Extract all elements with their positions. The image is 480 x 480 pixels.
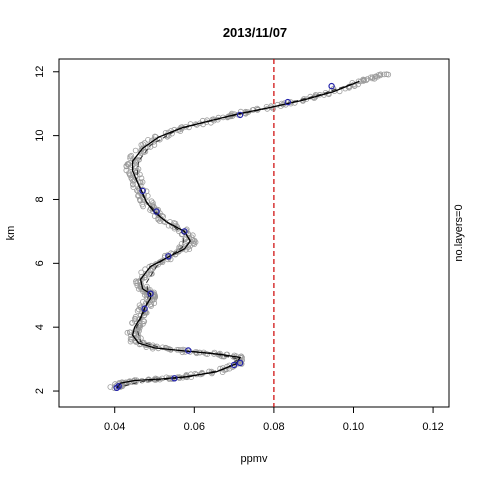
- plot-frame: [58, 58, 450, 408]
- raw-point: [136, 156, 143, 163]
- x-axis-label: ppmv: [241, 453, 268, 465]
- raw-point: [124, 329, 131, 336]
- layer-marker: [185, 347, 192, 354]
- raw-samples: [107, 71, 392, 391]
- y-tick-label: 4: [34, 324, 46, 330]
- layers-count-label: no.layers=0: [453, 204, 465, 261]
- raw-point: [278, 100, 285, 107]
- layer-marker: [284, 98, 291, 106]
- x-tick-label: 0.08: [263, 421, 284, 433]
- raw-point: [140, 141, 146, 148]
- y-tick-label: 8: [34, 196, 46, 202]
- raw-point: [178, 241, 185, 247]
- raw-point: [132, 313, 139, 320]
- raw-point: [130, 184, 137, 191]
- layer-marker: [139, 187, 146, 195]
- raw-point: [127, 153, 133, 160]
- raw-point: [133, 278, 139, 285]
- layer-marker: [236, 111, 244, 119]
- raw-point: [204, 117, 210, 123]
- raw-point: [127, 155, 133, 162]
- raw-point: [136, 302, 143, 309]
- layer-marker: [230, 361, 238, 369]
- raw-point: [331, 88, 338, 94]
- raw-point: [385, 71, 392, 78]
- x-tick-label: 0.04: [104, 421, 125, 433]
- raw-point: [192, 370, 199, 377]
- raw-point: [191, 237, 198, 244]
- raw-point: [150, 202, 156, 208]
- layer-marker: [115, 383, 122, 390]
- y-tick-label: 2: [34, 388, 46, 394]
- raw-point: [187, 121, 194, 127]
- layer-marker: [181, 228, 188, 235]
- raw-point: [157, 218, 163, 225]
- raw-point: [377, 71, 384, 78]
- raw-point: [144, 283, 150, 290]
- raw-point: [151, 300, 158, 306]
- raw-point: [136, 322, 142, 328]
- raw-point: [151, 142, 158, 148]
- raw-point: [139, 179, 146, 185]
- raw-point: [151, 289, 157, 296]
- layer-marker: [147, 290, 154, 297]
- raw-point: [360, 76, 367, 83]
- raw-point: [141, 318, 148, 325]
- y-axis: 2 4 6 8 10 12: [34, 66, 59, 394]
- layer-marker: [141, 305, 148, 312]
- raw-point: [129, 320, 136, 326]
- raw-point: [142, 266, 148, 273]
- raw-point: [159, 344, 166, 351]
- y-axis-label: km: [5, 226, 17, 241]
- raw-point: [138, 175, 145, 182]
- layer-markers: [113, 82, 335, 391]
- raw-point: [152, 133, 158, 140]
- raw-point: [128, 152, 135, 159]
- y-tick-label: 10: [34, 129, 46, 141]
- raw-point: [148, 303, 154, 310]
- raw-point: [134, 308, 141, 314]
- raw-point: [132, 147, 139, 154]
- raw-point: [381, 71, 387, 78]
- raw-point: [143, 188, 150, 195]
- raw-point: [363, 77, 370, 84]
- x-axis: 0.04 0.06 0.08 0.10 0.12: [104, 407, 444, 433]
- raw-point: [124, 161, 131, 167]
- smooth-line: [116, 80, 360, 389]
- raw-point: [138, 269, 145, 276]
- raw-point: [145, 137, 151, 143]
- raw-point: [211, 349, 218, 356]
- layer-marker: [165, 253, 172, 260]
- fit-line: [116, 80, 360, 389]
- raw-point: [162, 344, 169, 351]
- y-tick-label: 12: [34, 66, 46, 78]
- raw-point: [140, 298, 146, 305]
- x-tick-label: 0.12: [422, 421, 443, 433]
- raw-point: [199, 369, 205, 376]
- chart-title: 2013/11/07: [223, 25, 287, 40]
- layer-marker: [171, 375, 178, 382]
- layer-marker: [153, 208, 160, 215]
- raw-point: [206, 368, 212, 375]
- raw-point: [141, 140, 148, 146]
- x-tick-label: 0.10: [343, 421, 364, 433]
- layer-marker: [236, 359, 244, 367]
- raw-point: [154, 343, 160, 350]
- profile-lines: [116, 80, 360, 389]
- raw-point: [127, 335, 134, 342]
- y-tick-label: 6: [34, 260, 46, 266]
- layer-marker: [328, 82, 335, 90]
- raw-point: [361, 77, 368, 83]
- x-tick-label: 0.06: [184, 421, 205, 433]
- raw-point: [148, 198, 155, 205]
- raw-point: [181, 236, 188, 243]
